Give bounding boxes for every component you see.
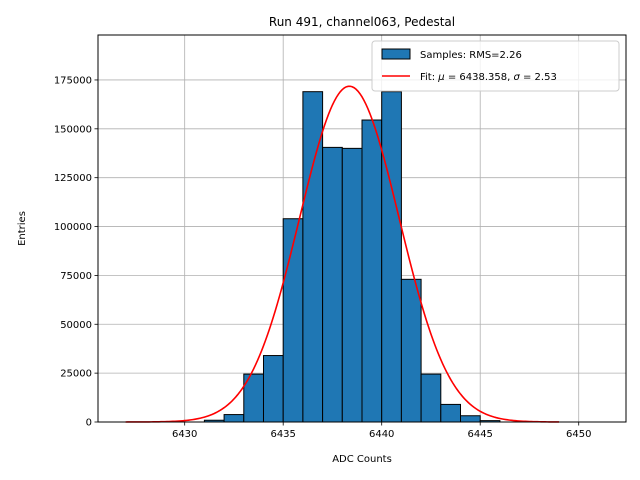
x-tick-label: 6445 bbox=[467, 429, 492, 440]
x-tick-label: 6450 bbox=[566, 429, 591, 440]
legend-label-samples: Samples: RMS=2.26 bbox=[420, 50, 522, 61]
histogram-bar bbox=[341, 147, 363, 423]
histogram-bar bbox=[420, 373, 442, 423]
y-tick-label: 50000 bbox=[60, 320, 92, 331]
y-axis-label: Entries bbox=[17, 211, 28, 246]
y-tick-label: 175000 bbox=[54, 75, 92, 86]
legend: Samples: RMS=2.26 Fit: μ = 6438.358, σ = … bbox=[371, 40, 620, 92]
y-axis-ticks: 0 25000 50000 75000 100000 125000 150000 175000 bbox=[54, 75, 98, 429]
legend-box bbox=[371, 40, 620, 92]
histogram-bars bbox=[203, 91, 501, 423]
fit-curve bbox=[125, 85, 560, 423]
fit-curve-group bbox=[125, 85, 560, 423]
histogram-bar bbox=[381, 91, 402, 423]
histogram-bar bbox=[400, 278, 422, 423]
y-tick-label: 0 bbox=[86, 418, 92, 429]
legend-label-fit: Fit: μ = 6438.358, σ = 2.53 bbox=[420, 72, 557, 83]
histogram-bar bbox=[223, 414, 245, 423]
x-axis-ticks: 6430 6435 6440 6445 6450 bbox=[172, 422, 591, 440]
histogram-bar bbox=[282, 218, 304, 423]
histogram-bar bbox=[361, 119, 383, 423]
x-tick-label: 6430 bbox=[172, 429, 197, 440]
y-tick-label: 125000 bbox=[54, 173, 92, 184]
y-tick-label: 75000 bbox=[60, 271, 92, 282]
x-tick-label: 6435 bbox=[270, 429, 295, 440]
chart-title: Run 491, channel063, Pedestal bbox=[269, 15, 455, 29]
x-tick-label: 6440 bbox=[369, 429, 394, 440]
y-tick-label: 100000 bbox=[54, 222, 92, 233]
y-tick-label: 25000 bbox=[60, 369, 92, 380]
legend-patch-samples bbox=[381, 48, 411, 60]
histogram-bar bbox=[460, 415, 481, 423]
histogram-bar bbox=[322, 146, 343, 423]
y-tick-label: 150000 bbox=[54, 124, 92, 135]
histogram-bar bbox=[440, 403, 462, 423]
histogram-bar bbox=[262, 355, 284, 423]
x-axis-label: ADC Counts bbox=[332, 454, 392, 465]
plot-frame bbox=[97, 34, 627, 423]
